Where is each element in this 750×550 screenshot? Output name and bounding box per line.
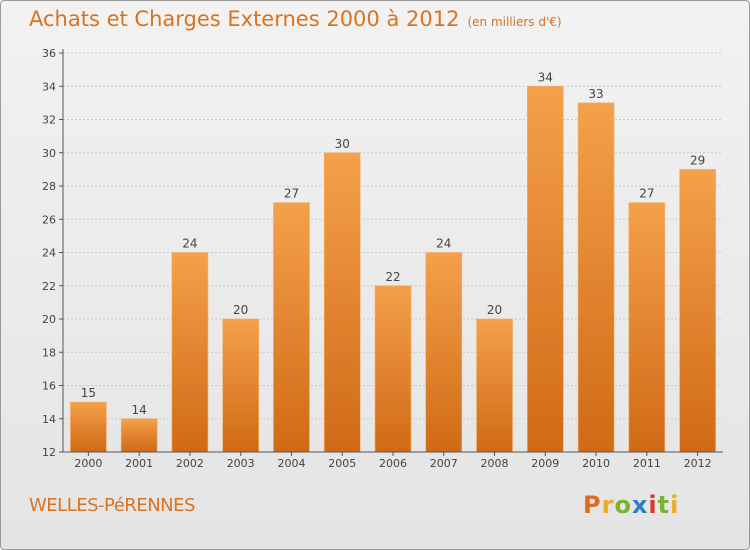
logo-letter: o bbox=[614, 491, 632, 519]
bar bbox=[425, 252, 463, 453]
x-tick-label: 2007 bbox=[430, 457, 458, 470]
y-tick-label: 32 bbox=[42, 114, 56, 127]
data-label: 30 bbox=[335, 137, 350, 151]
x-tick-label: 2001 bbox=[125, 457, 153, 470]
data-label: 24 bbox=[436, 237, 451, 251]
data-label: 22 bbox=[385, 270, 400, 284]
y-tick-label: 36 bbox=[42, 47, 56, 60]
y-tick-label: 30 bbox=[42, 147, 56, 160]
y-tick-label: 26 bbox=[42, 213, 56, 226]
y-tick-label: 12 bbox=[42, 446, 56, 459]
logo-letter: x bbox=[631, 491, 649, 519]
y-tick-label: 24 bbox=[42, 247, 56, 260]
data-label: 34 bbox=[538, 70, 553, 84]
bar bbox=[577, 102, 615, 453]
logo-letter: P bbox=[583, 491, 602, 519]
data-label: 33 bbox=[588, 87, 603, 101]
data-label: 24 bbox=[182, 237, 197, 251]
chart-title-text: Achats et Charges Externes 2000 à 2012 bbox=[29, 7, 460, 31]
bar bbox=[628, 202, 666, 453]
y-tick-label: 14 bbox=[42, 413, 56, 426]
x-tick-label: 2005 bbox=[328, 457, 356, 470]
data-label: 27 bbox=[639, 187, 654, 201]
bar bbox=[476, 318, 513, 453]
commune-name: WELLES-PéRENNES bbox=[29, 495, 195, 516]
data-label: 15 bbox=[81, 386, 96, 400]
logo-letter: t bbox=[657, 491, 671, 519]
y-tick-label: 22 bbox=[42, 280, 56, 293]
bar bbox=[171, 252, 209, 453]
y-tick-label: 34 bbox=[42, 80, 56, 93]
bar bbox=[120, 418, 158, 453]
x-tick-label: 2009 bbox=[531, 457, 559, 470]
bar bbox=[679, 169, 716, 453]
x-tick-label: 2004 bbox=[277, 457, 305, 470]
bar bbox=[374, 285, 412, 453]
y-tick-label: 20 bbox=[42, 313, 56, 326]
proxiti-logo: Proxiti bbox=[583, 491, 679, 519]
x-tick-label: 2008 bbox=[481, 457, 509, 470]
bar bbox=[273, 202, 310, 453]
y-tick-label: 18 bbox=[42, 346, 56, 359]
bar bbox=[323, 152, 361, 453]
data-label: 27 bbox=[284, 187, 299, 201]
x-tick-label: 2012 bbox=[684, 457, 712, 470]
data-label: 20 bbox=[487, 303, 502, 317]
x-tick-label: 2000 bbox=[74, 457, 102, 470]
logo-letter: i bbox=[670, 491, 680, 519]
chart-title: Achats et Charges Externes 2000 à 2012 (e… bbox=[29, 7, 562, 31]
x-tick-label: 2010 bbox=[582, 457, 610, 470]
x-tick-label: 2002 bbox=[176, 457, 204, 470]
x-tick-label: 2006 bbox=[379, 457, 407, 470]
bar bbox=[527, 85, 564, 453]
data-label: 20 bbox=[233, 303, 248, 317]
logo-letter: i bbox=[648, 491, 658, 519]
bar bbox=[222, 318, 259, 453]
x-tick-label: 2011 bbox=[633, 457, 661, 470]
y-tick-label: 16 bbox=[42, 380, 56, 393]
data-label: 29 bbox=[690, 153, 705, 167]
x-tick-label: 2003 bbox=[227, 457, 255, 470]
chart-unit: (en milliers d'€) bbox=[467, 15, 562, 29]
logo-letter: r bbox=[601, 491, 615, 519]
bar bbox=[70, 401, 107, 453]
y-tick-label: 28 bbox=[42, 180, 56, 193]
data-label: 14 bbox=[132, 403, 147, 417]
